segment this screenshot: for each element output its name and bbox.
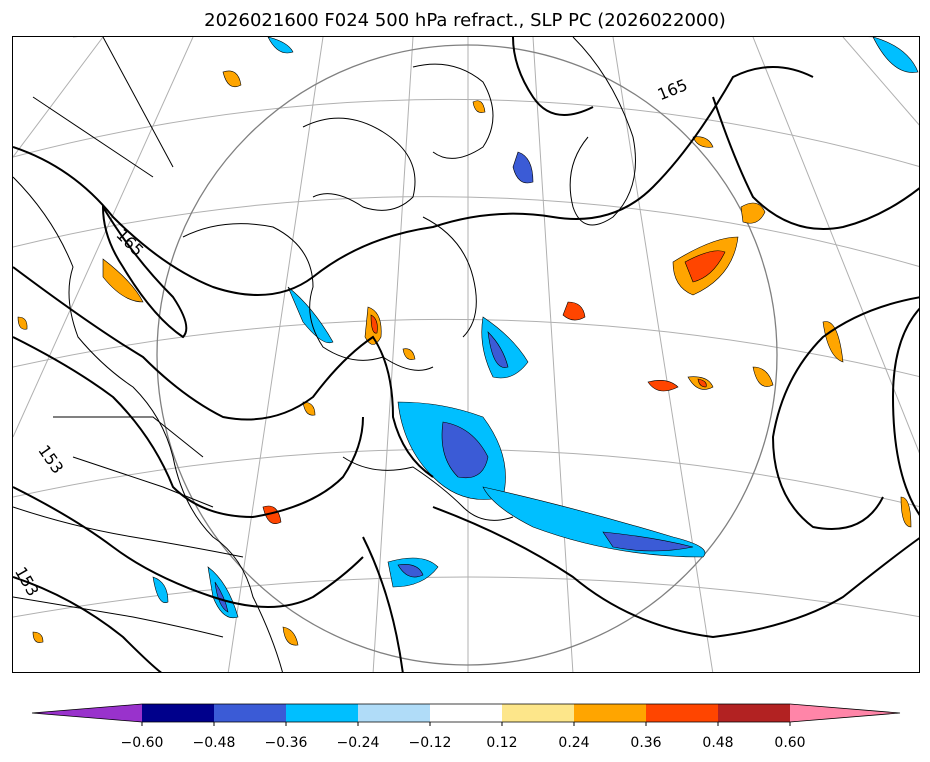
colorbar-tick-label: 0.24 bbox=[558, 735, 590, 751]
colorbar-swatch bbox=[214, 704, 286, 722]
colorbar-tick-label: 0.12 bbox=[486, 735, 518, 751]
map-panel: 165 165 153 153 bbox=[12, 36, 920, 673]
negative-areas bbox=[152, 37, 919, 619]
coastlines bbox=[13, 37, 636, 672]
colorbar-tick-label: 0.36 bbox=[630, 735, 662, 751]
colorbar-swatch bbox=[286, 704, 358, 722]
contour-label: 165 bbox=[655, 75, 690, 104]
slp-contours bbox=[13, 37, 919, 672]
positive-areas bbox=[17, 70, 912, 646]
colorbar-tick-label: −0.12 bbox=[408, 735, 452, 751]
colorbar-extend-min bbox=[32, 704, 142, 722]
colorbar-tick-label: 0.48 bbox=[702, 735, 734, 751]
graticule bbox=[13, 37, 919, 672]
map-canvas: 165 165 153 153 bbox=[13, 37, 919, 672]
colorbar-tick-label: −0.48 bbox=[192, 735, 236, 751]
colorbar-swatch bbox=[430, 704, 502, 722]
projection-circle bbox=[156, 44, 778, 666]
colorbar-swatch bbox=[718, 704, 790, 722]
contour-label: 153 bbox=[34, 441, 67, 477]
colorbar-swatch bbox=[142, 704, 214, 722]
colorbar bbox=[0, 700, 930, 762]
colorbar-tick-label: −0.36 bbox=[264, 735, 308, 751]
colorbar-swatch bbox=[358, 704, 430, 722]
colorbar-tick-label: −0.60 bbox=[120, 735, 164, 751]
colorbar-swatch bbox=[502, 704, 574, 722]
colorbar-tick-label: −0.24 bbox=[336, 735, 380, 751]
plot-title: 2026021600 F024 500 hPa refract., SLP PC… bbox=[204, 10, 726, 31]
colorbar-extend-max bbox=[790, 704, 900, 722]
colorbar-swatch bbox=[646, 704, 718, 722]
colorbar-canvas bbox=[31, 703, 901, 726]
colorbar-tick-label: 0.60 bbox=[774, 735, 806, 751]
colorbar-swatch bbox=[574, 704, 646, 722]
contour-label: 153 bbox=[13, 563, 43, 599]
